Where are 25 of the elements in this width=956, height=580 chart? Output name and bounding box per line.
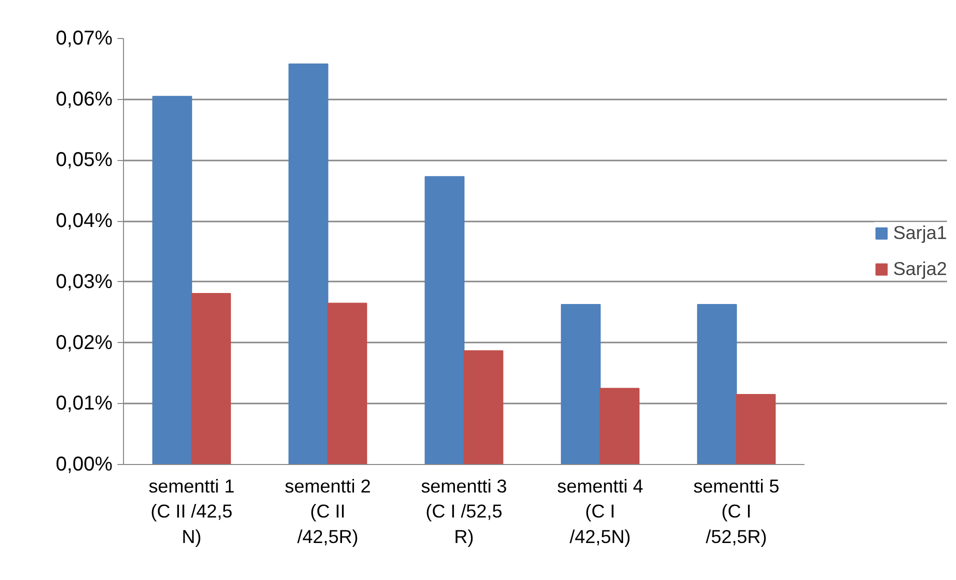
y-tick-label: 0,05% [56, 149, 113, 172]
x-tick-label: sementti 2 (C II /42,5R) [284, 476, 371, 547]
y-tick-label: 0,02% [56, 332, 113, 354]
bar [191, 292, 231, 464]
x-tick-label: sementti 3 (C I /52,5 R) [420, 476, 508, 547]
y-tick-label: 0,06% [56, 88, 113, 110]
legend-label: Sarja1 [893, 222, 947, 244]
bar [560, 304, 601, 464]
x-tick-label: sementti 4 (C I /42,5N) [557, 476, 644, 547]
bar [424, 176, 464, 464]
y-tick-label: 0,04% [56, 210, 113, 232]
bar [736, 394, 776, 464]
bar [600, 388, 640, 464]
y-tick-label: 0,03% [56, 270, 113, 293]
bar [152, 96, 192, 464]
bar [327, 302, 368, 464]
legend-label: Sarja2 [893, 258, 947, 280]
y-tick-label: 0,01% [56, 392, 113, 415]
bar [697, 304, 737, 464]
y-tick-label: 0,00% [56, 454, 113, 476]
x-tick-label: sementti 5 (C I /52,5R) [693, 476, 780, 547]
x-tick-label: sementti 1 (C II /42,5 N) [148, 476, 235, 547]
y-tick-label: 0,07% [56, 28, 113, 50]
bar [463, 350, 504, 464]
bar [288, 64, 328, 464]
